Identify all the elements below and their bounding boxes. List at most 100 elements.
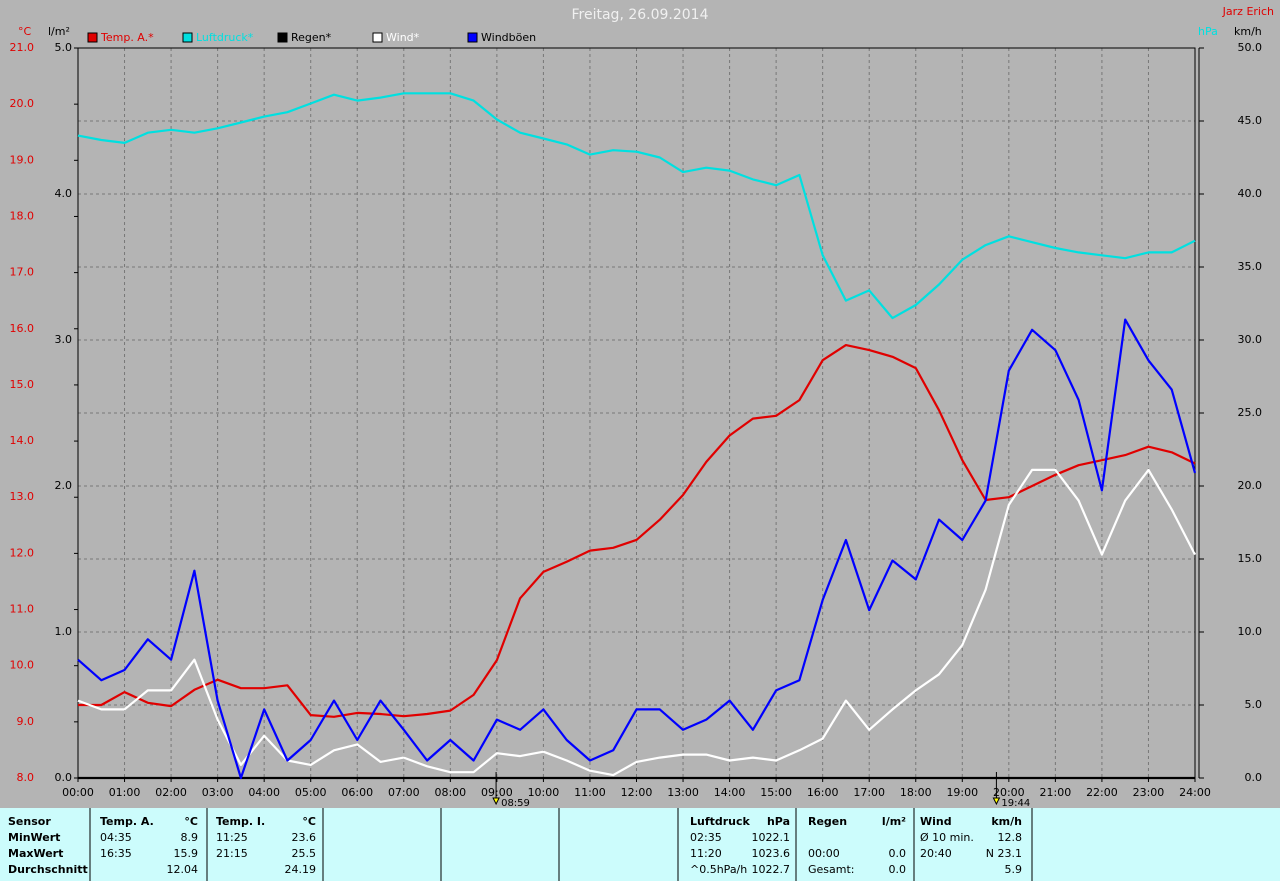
- y-tick-label: 18.0: [10, 209, 35, 222]
- y-tick-label: 17.0: [10, 266, 35, 279]
- y-tick-label: 20.0: [10, 97, 35, 110]
- panel-lines: [89, 808, 1033, 881]
- y4-tick-label: 20.0: [1238, 479, 1263, 492]
- panel-cell: 12.8: [998, 831, 1023, 844]
- panel-cell: 04:35: [100, 831, 132, 844]
- panel-cell: MaxWert: [8, 847, 63, 860]
- panel-cell: 20:40: [920, 847, 952, 860]
- panel-cell: Wind: [920, 815, 952, 828]
- panel-cell: Temp. A.: [100, 815, 154, 828]
- x-tick-label: 24:00: [1179, 786, 1211, 799]
- y-tick-label: 14.0: [10, 434, 35, 447]
- x-tick-label: 23:00: [1133, 786, 1165, 799]
- y-tick-label: 8.0: [17, 771, 35, 784]
- series-line: [77, 92, 1196, 320]
- x-tick-label: 00:00: [62, 786, 94, 799]
- marker-icon: [492, 797, 500, 806]
- y2-tick-label: 5.0: [55, 41, 73, 54]
- marker-icon: [992, 797, 1001, 806]
- series-line: [77, 468, 1196, 777]
- legend-swatch: [372, 32, 383, 43]
- x-tick-label: 18:00: [900, 786, 932, 799]
- panel-cell: 1022.7: [752, 863, 791, 876]
- y4-tick-label: 35.0: [1238, 260, 1263, 273]
- panel-cell: 0.0: [889, 847, 907, 860]
- panel-cell: Sensor: [8, 815, 51, 828]
- y4-tick-label: 15.0: [1238, 552, 1263, 565]
- panel-cell: 15.9: [174, 847, 199, 860]
- legend-swatch: [87, 32, 98, 43]
- y4-tick-label: 30.0: [1238, 333, 1263, 346]
- y-tick-label: 11.0: [10, 603, 35, 616]
- panel-cell: 02:35: [690, 831, 722, 844]
- x-tick-label: 17:00: [853, 786, 885, 799]
- x-tick-label: 14:00: [714, 786, 746, 799]
- y-tick-label: 12.0: [10, 546, 35, 559]
- x-tick-label: 05:00: [295, 786, 327, 799]
- x-tick-label: 22:00: [1086, 786, 1118, 799]
- x-tick-label: 08:00: [434, 786, 466, 799]
- panel-bg: [0, 808, 1280, 881]
- panel-cell: 8.9: [181, 831, 199, 844]
- y4-label: km/h: [1234, 25, 1262, 38]
- panel-cell: 1023.6: [752, 847, 791, 860]
- legend-swatch: [182, 32, 193, 43]
- x-tick-label: 01:00: [109, 786, 141, 799]
- y-tick-label: 19.0: [10, 153, 35, 166]
- marker-label: 08:59: [501, 798, 530, 809]
- panel-cell: hPa: [767, 815, 790, 828]
- panel-cell: Gesamt:: [808, 863, 855, 876]
- panel-cell: 11:20: [690, 847, 722, 860]
- x-tick-label: 15:00: [760, 786, 792, 799]
- panel-cell: °C: [302, 815, 316, 828]
- x-tick-label: 04:00: [248, 786, 280, 799]
- panel-cell: 16:35: [100, 847, 132, 860]
- x-tick-label: 13:00: [667, 786, 699, 799]
- y2-tick-label: 0.0: [55, 771, 73, 784]
- panel-cell: 0.0: [889, 863, 907, 876]
- panel-cell: 21:15: [216, 847, 248, 860]
- y4-tick-label: 0.0: [1245, 771, 1263, 784]
- x-tick-label: 09:00: [481, 786, 513, 799]
- legend-label: Temp. A.*: [100, 31, 154, 44]
- panel-cell: Regen: [808, 815, 847, 828]
- panel-cell: km/h: [991, 815, 1022, 828]
- y-tick-label: 15.0: [10, 378, 35, 391]
- x-tick-label: 21:00: [1040, 786, 1072, 799]
- y4-tick-label: 50.0: [1238, 41, 1263, 54]
- panel-cell: Ø 10 min.: [920, 831, 974, 844]
- x-tick-label: 11:00: [574, 786, 606, 799]
- legend-label: Wind*: [386, 31, 420, 44]
- y2-tick-label: 1.0: [55, 625, 73, 638]
- panel-cell: Temp. I.: [216, 815, 265, 828]
- x-tick-label: 16:00: [807, 786, 839, 799]
- y3-label: hPa: [1198, 25, 1218, 38]
- x-tick-label: 12:00: [621, 786, 653, 799]
- x-tick-label: 02:00: [155, 786, 187, 799]
- y4-tick-label: 40.0: [1238, 187, 1263, 200]
- y4-tick-label: 45.0: [1238, 114, 1263, 127]
- marker-label: 19:44: [1001, 798, 1030, 809]
- panel-cell: l/m²: [882, 815, 906, 828]
- y4-tick-label: 5.0: [1245, 698, 1263, 711]
- panel-cell: ^0.5hPa/h: [690, 863, 747, 876]
- panel-cell: 11:25: [216, 831, 248, 844]
- y2-label: l/m²: [48, 25, 70, 38]
- y-tick-label: 10.0: [10, 659, 35, 672]
- y2-tick-label: 4.0: [55, 187, 73, 200]
- y4-tick-label: 10.0: [1238, 625, 1263, 638]
- panel-cell: MinWert: [8, 831, 60, 844]
- panel-cell: Durchschnitt: [8, 863, 88, 876]
- legend-swatch: [467, 32, 478, 43]
- panel-cell: N 23.1: [986, 847, 1022, 860]
- y-tick-label: 16.0: [10, 322, 35, 335]
- panel-cell: Luftdruck: [690, 815, 751, 828]
- x-tick-label: 07:00: [388, 786, 420, 799]
- x-tick-label: 06:00: [341, 786, 373, 799]
- y4-tick-label: 25.0: [1238, 406, 1263, 419]
- series-line: [77, 318, 1197, 780]
- panel-cell: 00:00: [808, 847, 840, 860]
- y-tick-label: 13.0: [10, 490, 35, 503]
- panel-cell: 24.19: [285, 863, 317, 876]
